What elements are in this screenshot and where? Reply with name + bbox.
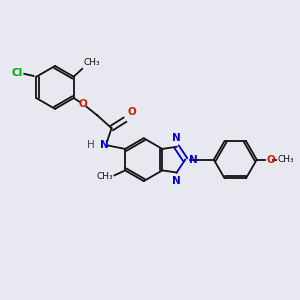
Text: O: O (267, 155, 275, 165)
Text: N: N (172, 133, 181, 143)
Text: N: N (172, 176, 181, 186)
Text: O: O (128, 107, 137, 118)
Text: Cl: Cl (12, 68, 23, 78)
Text: CH₃: CH₃ (278, 155, 294, 164)
Text: H: H (87, 140, 95, 150)
Text: N: N (190, 155, 198, 165)
Text: N: N (100, 140, 109, 150)
Text: O: O (79, 99, 87, 109)
Text: CH₃: CH₃ (84, 58, 100, 68)
Text: CH₃: CH₃ (96, 172, 113, 181)
